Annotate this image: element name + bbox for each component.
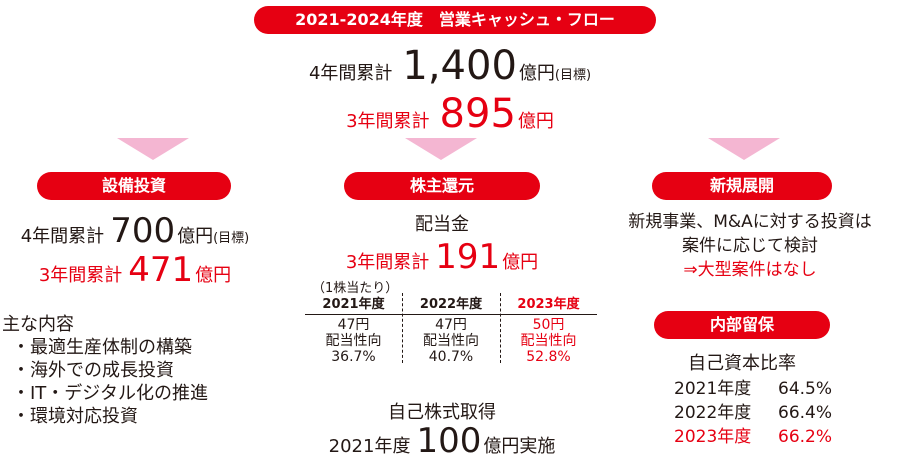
buyback-year: 2021年度: [328, 436, 411, 457]
dividend-three-year-line: 3年間累計 191 億円: [300, 240, 584, 274]
dividend-table: 2021年度 2022年度 2023年度 47円 配当性向 36.7% 47円 …: [305, 293, 597, 365]
header-four-year-prefix: 4年間累計: [308, 63, 393, 84]
per-share-note: （1株当たり）: [312, 281, 399, 296]
column-divider: [500, 293, 501, 363]
table-cell: 50円 配当性向 52.8%: [520, 317, 577, 365]
dividend-three-year-unit: 億円: [502, 252, 539, 273]
table-cell: 47円 配当性向 40.7%: [423, 317, 479, 365]
header-three-year-prefix: 3年間累計: [346, 111, 430, 132]
list-item: 2023年度 66.2%: [674, 427, 833, 447]
dividend-label: 配当金: [415, 214, 469, 235]
header-four-year-line: 4年間累計 1,400 億円 (目標): [200, 46, 700, 86]
capex-title: 設備投資: [37, 172, 231, 200]
year-header: 2023年度: [517, 297, 580, 312]
column-divider: [402, 293, 403, 363]
capex-three-year-line: 3年間累計 471 億円: [0, 253, 270, 287]
dividend-table-body: 47円 配当性向 36.7% 47円 配当性向 40.7% 50円 配当性向 5…: [305, 315, 597, 365]
capex-three-year-prefix: 3年間累計: [38, 265, 123, 286]
arrow-down-icon: [708, 138, 780, 160]
buyback-line: 2021年度 100 億円実施: [300, 424, 584, 458]
capex-three-year-value: 471: [128, 250, 194, 290]
year-header: 2021年度: [322, 297, 385, 312]
capex-four-year-value: 700: [110, 211, 176, 251]
dividend-three-year-prefix: 3年間累計: [345, 252, 430, 273]
list-item: 2021年度 64.5%: [674, 379, 833, 399]
new-business-title: 新規展開: [652, 172, 832, 200]
list-item: ・IT・デジタル化の推進: [12, 383, 208, 404]
buyback-value: 100: [416, 421, 482, 461]
dividend-three-year-value: 191: [435, 237, 501, 277]
list-item: ・海外での成長投資: [12, 360, 174, 381]
list-item: ・最適生産体制の構築: [12, 337, 192, 358]
equity-ratio-label: 自己資本比率: [688, 353, 796, 374]
new-business-text: 新規事業、M&Aに対する投資は 案件に応じて検討 ⇒大型案件はなし: [600, 210, 900, 282]
capex-four-year-line: 4年間累計 700 億円 (目標): [0, 214, 270, 248]
header-three-year-unit: 億円: [517, 111, 554, 132]
capex-four-year-prefix: 4年間累計: [20, 226, 105, 247]
capex-four-year-note: (目標): [213, 231, 250, 246]
operating-cf-title: 2021-2024年度 営業キャッシュ・フロー: [254, 6, 656, 34]
capex-contents: 主な内容 ・最適生産体制の構築 ・海外での成長投資 ・IT・デジタル化の推進 ・…: [2, 313, 208, 428]
capex-four-year-unit: 億円: [177, 226, 214, 247]
retained-title: 内部留保: [654, 311, 830, 339]
table-divider: [305, 314, 597, 315]
header-four-year-note: (目標): [554, 68, 592, 83]
dividend-table-header: 2021年度 2022年度 2023年度: [305, 293, 597, 312]
table-cell: 47円 配当性向 36.7%: [325, 317, 382, 365]
header-three-year-line: 3年間累計 895 億円: [200, 94, 700, 134]
header-three-year-value: 895: [439, 91, 516, 137]
capex-three-year-unit: 億円: [195, 265, 232, 286]
list-item: 2022年度 66.4%: [674, 403, 833, 423]
new-business-line: ⇒大型案件はなし: [683, 260, 817, 280]
new-business-line: 新規事業、M&Aに対する投資は: [628, 212, 872, 232]
buyback-label: 自己株式取得: [388, 402, 496, 423]
arrow-down-icon: [117, 138, 189, 160]
arrow-down-icon: [405, 138, 477, 160]
capex-contents-heading: 主な内容: [2, 314, 74, 335]
header-four-year-value: 1,400: [402, 43, 517, 89]
header-four-year-unit: 億円: [518, 63, 555, 84]
buyback-unit: 億円実施: [483, 436, 556, 457]
equity-ratio-list: 2021年度 64.5% 2022年度 66.4% 2023年度 66.2%: [674, 377, 874, 449]
list-item: ・環境対応投資: [12, 406, 138, 427]
year-header: 2022年度: [419, 297, 483, 312]
shareholder-title: 株主還元: [344, 172, 540, 200]
new-business-line: 案件に応じて検討: [682, 236, 818, 256]
